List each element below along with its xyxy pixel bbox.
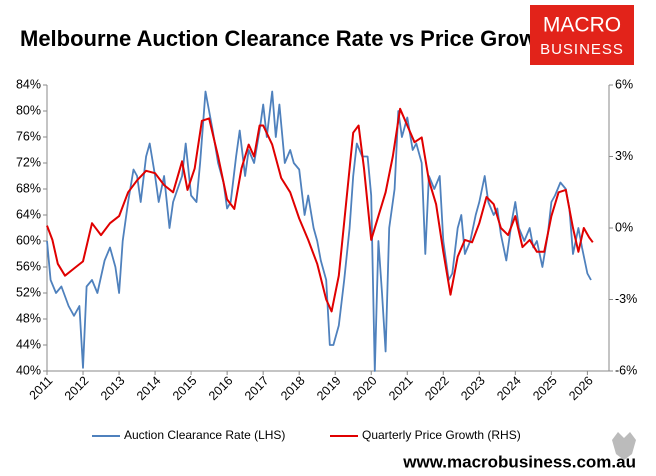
x-tick-label: 2021 [386, 374, 416, 404]
y-tick-label: 40% [16, 363, 41, 377]
x-tick-label: 2011 [27, 374, 56, 403]
x-tick-label: 2020 [350, 374, 380, 404]
y-tick-label: 80% [16, 103, 41, 117]
logo-text: MACRO [543, 14, 621, 37]
y2-tick-label: 0% [615, 220, 633, 234]
y-tick-label: 52% [16, 285, 41, 299]
legend-label: Auction Clearance Rate (LHS) [124, 428, 285, 442]
y-tick-label: 76% [16, 129, 41, 143]
x-tick-label: 2014 [134, 374, 164, 404]
x-tick-label: 2024 [494, 374, 524, 404]
x-tick-label: 2019 [314, 374, 344, 404]
legend-label: Quarterly Price Growth (RHS) [362, 428, 521, 442]
x-tick-label: 2025 [530, 374, 560, 404]
y2-tick-label: 6% [615, 77, 633, 91]
y-tick-label: 72% [16, 155, 41, 169]
x-tick-label: 2018 [278, 374, 308, 404]
footer-url: www.macrobusiness.com.au [402, 452, 636, 471]
y2-tick-label: -3% [615, 292, 637, 306]
x-tick-label: 2023 [458, 374, 488, 404]
series-line [46, 107, 594, 313]
y-tick-label: 56% [16, 259, 41, 273]
x-tick-label: 2016 [206, 374, 236, 404]
y2-tick-label: 3% [615, 149, 633, 163]
y-tick-label: 60% [16, 233, 41, 247]
y-tick-label: 64% [16, 207, 41, 221]
x-tick-label: 2013 [98, 374, 128, 404]
x-tick-label: 2026 [566, 374, 596, 404]
x-tick-label: 2012 [62, 374, 92, 404]
series-line [46, 90, 592, 372]
x-tick-label: 2015 [170, 374, 200, 404]
chart-title: Melbourne Auction Clearance Rate vs Pric… [20, 26, 557, 51]
y-tick-label: 44% [16, 337, 41, 351]
x-tick-label: 2017 [242, 374, 272, 404]
logo-text: BUSINESS [540, 41, 624, 58]
y-tick-label: 84% [16, 77, 41, 91]
logo-box [530, 5, 634, 65]
y-tick-label: 68% [16, 181, 41, 195]
wolf-icon [612, 432, 636, 460]
y-tick-label: 48% [16, 311, 41, 325]
x-tick-label: 2022 [422, 374, 452, 404]
y2-tick-label: -6% [615, 363, 637, 377]
